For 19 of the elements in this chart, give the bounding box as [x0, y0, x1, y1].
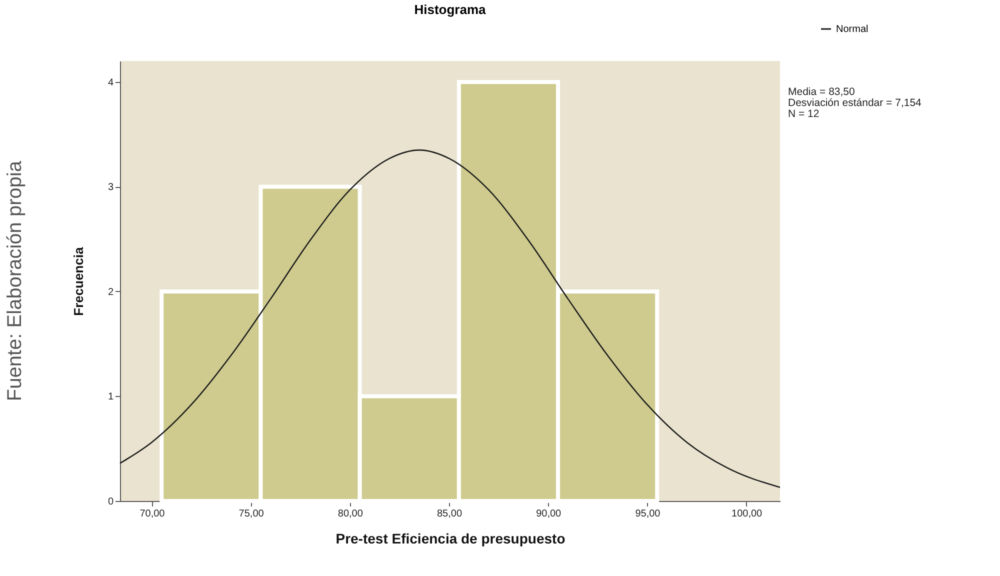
x-axis-title: Pre-test Eficiencia de presupuesto [336, 530, 566, 546]
x-tick-label: 80,00 [338, 508, 364, 520]
x-tick-label: 95,00 [635, 508, 661, 520]
y-tick-label: 2 [108, 286, 114, 298]
y-tick-label: 4 [108, 77, 114, 88]
x-tick-label: 70,00 [140, 508, 166, 520]
x-tick-label: 100,00 [732, 508, 763, 520]
x-tick-label: 75,00 [238, 508, 264, 520]
source-note: Fuente: Elaboración propia [4, 160, 26, 402]
y-tick-label: 1 [108, 392, 114, 403]
y-tick-label: 0 [108, 496, 114, 508]
y-tick-label: 3 [108, 182, 114, 194]
line-series [119, 149, 781, 488]
y-axis-title: Frecuencia [70, 246, 86, 316]
text: Media = 83,50 Desviación estándar = 7,154 N = 12 [788, 86, 922, 120]
legend-label: Normal [836, 24, 868, 35]
x-tick-label: 90,00 [536, 508, 562, 520]
chart-title: Histograma [414, 2, 487, 17]
x-tick-label: 85,00 [436, 508, 462, 520]
